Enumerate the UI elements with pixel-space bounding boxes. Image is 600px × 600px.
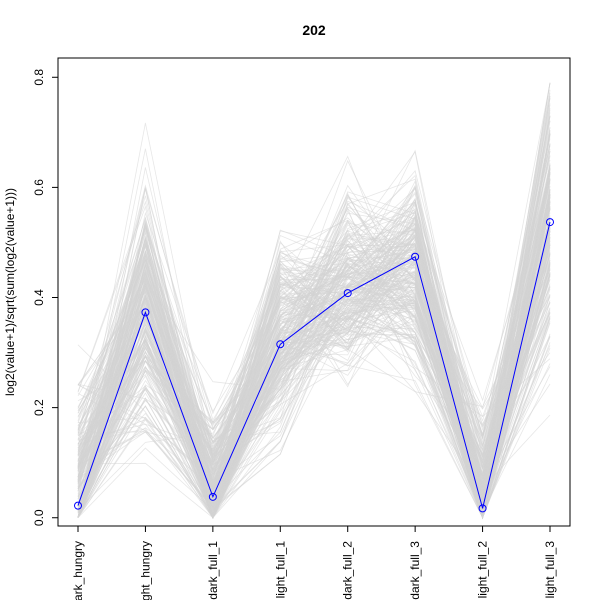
- background-profile-lines: [77, 82, 551, 520]
- background-line: [77, 237, 551, 485]
- y-tick-label: 0.2: [32, 399, 46, 416]
- x-tick-label: light_full_1: [273, 541, 287, 599]
- y-tick-label: 0.8: [32, 69, 46, 86]
- series-point: [478, 504, 487, 513]
- series-point: [276, 340, 285, 349]
- background-line: [77, 243, 551, 509]
- series-point: [74, 501, 82, 510]
- x-tick-label: ark_hungry: [71, 541, 85, 600]
- y-tick-label: 0.0: [32, 509, 46, 526]
- plot-frame: [57, 57, 571, 527]
- series-point: [546, 218, 554, 227]
- x-tick-label: light_full_2: [476, 541, 490, 599]
- background-line: [77, 207, 551, 503]
- background-line: [77, 133, 551, 518]
- series-line: [77, 221, 551, 509]
- x-tick-label: dark_full_3: [408, 541, 422, 600]
- y-tick-label: 0.4: [32, 289, 46, 306]
- background-line: [77, 231, 551, 520]
- x-tick-label: dark_full_2: [341, 541, 355, 600]
- background-line: [77, 127, 551, 519]
- background-line: [77, 209, 551, 500]
- background-line: [77, 134, 551, 496]
- chart-title: 202: [302, 22, 326, 38]
- background-line: [77, 149, 551, 518]
- y-axis: 0.0 0.2 0.4 0.6 0.8: [32, 69, 58, 526]
- series-point: [411, 252, 420, 261]
- background-line: [77, 170, 551, 498]
- series-point: [343, 289, 352, 298]
- series-point: [208, 492, 217, 501]
- background-line: [77, 92, 551, 519]
- background-line: [77, 228, 551, 505]
- x-tick-label: dark_full_1: [206, 541, 220, 600]
- y-tick-label: 0.6: [32, 179, 46, 196]
- x-tick-label: light_full_3: [543, 541, 557, 599]
- x-tick-label: ght_hungry: [138, 541, 152, 600]
- background-line: [77, 317, 551, 519]
- background-line: [77, 185, 551, 486]
- background-line: [77, 270, 551, 518]
- y-axis-label: log2(value+1)/sqrt(sum(log2(value+1))): [3, 188, 17, 396]
- x-axis: ark_hungry ght_hungry dark_full_1 light_ful…: [71, 526, 557, 600]
- background-line: [77, 254, 551, 498]
- highlighted-series: [74, 218, 554, 513]
- series-point: [141, 308, 150, 317]
